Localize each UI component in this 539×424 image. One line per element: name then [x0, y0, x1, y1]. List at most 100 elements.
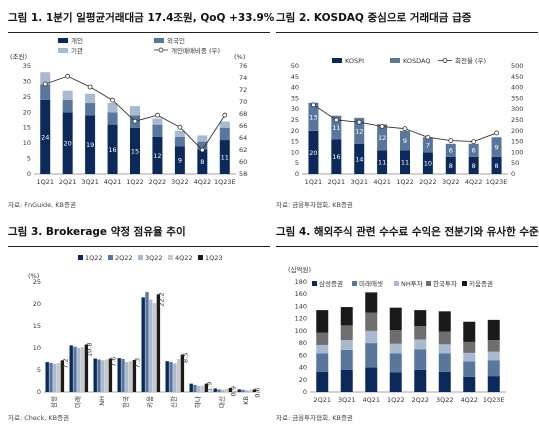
bar-segment — [377, 124, 388, 151]
y-right-tick-label: 76 — [239, 62, 247, 70]
x-tick-label: 4Q21 — [373, 178, 391, 186]
x-tick-label: 3Q21 — [81, 178, 99, 186]
bar — [197, 385, 201, 392]
bar-segment — [414, 349, 427, 370]
y-left-tick-label: 20 — [291, 127, 299, 135]
bar-segment — [354, 143, 365, 174]
bar-segment — [130, 106, 140, 116]
legend-swatch — [138, 255, 143, 260]
bar-segment — [152, 136, 163, 174]
y-axis-unit: (%) — [28, 272, 39, 280]
x-tick-label: 키움 — [145, 396, 154, 408]
x-tick-label: 신한 — [169, 396, 178, 408]
bar-data-label: 13 — [309, 113, 317, 121]
bar-segment — [463, 361, 476, 377]
bar-segment — [414, 339, 427, 350]
legend-label: 개인매매비중 (우) — [171, 46, 220, 55]
bar-data-label: 7 — [426, 141, 430, 149]
bar — [173, 363, 177, 392]
bar-value-label: 8.5 — [182, 353, 190, 363]
line-point — [494, 130, 499, 136]
chart-title: 그림 1. 1분기 일평균거래대금 17.4조원, QoQ +33.9% — [8, 12, 275, 24]
bar-segment — [340, 349, 353, 370]
y-right-tick-label: 58 — [239, 170, 247, 178]
y-right-tick-label: 450 — [511, 73, 523, 81]
bar-segment — [130, 127, 140, 174]
bar — [156, 294, 161, 392]
y-right-tick-label: 0 — [511, 170, 515, 178]
y-right-tick-label: 64 — [239, 134, 247, 142]
y-left-tick-label: 50 — [291, 62, 299, 70]
bar-segment — [438, 331, 451, 345]
bar — [97, 359, 101, 392]
chart-4-plot: (십억원) 0 20 40 60 80 100 120 140 160 180 삼성증권 미래에셋 NH투… — [288, 265, 506, 404]
x-tick-label: 2Q22 — [411, 396, 429, 404]
line-point — [333, 117, 339, 123]
bar-segment — [174, 146, 185, 174]
bar-segment — [354, 117, 365, 144]
bar-value-label: 7.3 — [134, 358, 142, 368]
y-right-tick-label: 100 — [511, 148, 523, 156]
bar-segment — [219, 127, 230, 141]
bar-data-label: 20 — [309, 149, 317, 157]
x-tick-label: 하나 — [193, 396, 202, 408]
legend-swatch — [154, 38, 164, 43]
legend-swatch — [58, 38, 68, 43]
bar-segment — [316, 353, 329, 372]
y-left-tick-label: 45 — [291, 73, 299, 81]
bar-segment — [40, 84, 51, 100]
x-tick-label: 4Q22 — [460, 396, 478, 404]
x-tick-label: 1Q23E — [486, 178, 508, 186]
bar-segment — [491, 137, 502, 157]
bar-segment — [316, 332, 329, 345]
y-tick-label: 140 — [295, 302, 307, 310]
bar — [117, 358, 121, 392]
bar-segment — [389, 343, 402, 354]
bar-data-label: 10 — [424, 160, 432, 168]
bar-segment — [365, 330, 378, 344]
bar-segment — [107, 124, 118, 174]
legend-label: KOSPI — [345, 57, 364, 65]
y-tick-label: 25 — [33, 278, 41, 286]
x-tick-label: 2Q22 — [149, 178, 167, 186]
x-tick-label: 3Q22 — [442, 178, 460, 186]
bar-segment — [422, 137, 433, 153]
bar-data-label: 6 — [472, 147, 476, 155]
bar-segment — [438, 311, 451, 332]
y-right-tick-label: 68 — [239, 110, 247, 118]
y-right-tick-label: 350 — [511, 94, 523, 102]
x-tick-label: 3Q22 — [436, 396, 454, 404]
bar — [60, 360, 65, 392]
chart-source: 자료: 금융투자협회, KB증권 — [276, 201, 353, 209]
line-point — [425, 134, 431, 140]
y-left-tick-label: 5 — [295, 159, 299, 167]
bar-segment — [463, 321, 476, 342]
bar-segment — [107, 103, 118, 113]
bar-segment — [365, 367, 378, 392]
bar-data-label: 9 — [403, 137, 407, 145]
bar — [108, 358, 113, 392]
line-point — [379, 124, 385, 129]
y-tick-label: 100 — [295, 327, 307, 335]
bar — [165, 361, 169, 392]
bar-data-label: 8 — [200, 158, 204, 166]
legend-label: 1Q23 — [205, 254, 223, 262]
bar-segment — [308, 102, 319, 131]
bar — [217, 389, 221, 392]
bar-segment — [445, 143, 456, 157]
bar — [145, 292, 149, 392]
legend-label: 3Q22 — [145, 254, 163, 262]
bar-data-label: 20 — [64, 140, 72, 148]
bar-segment — [463, 376, 476, 392]
bar-data-label: 16 — [108, 146, 116, 154]
x-tick-label: 대신 — [217, 396, 226, 408]
bar-data-label: 11 — [221, 154, 229, 162]
bar-segment — [340, 340, 353, 350]
bar-value-label: 7.6 — [110, 357, 118, 367]
y-tick-label: 15 — [33, 322, 41, 330]
bar-segment — [487, 319, 500, 341]
line-point — [199, 147, 205, 153]
legend-label: 기관 — [71, 46, 83, 55]
bar-value-label: 0.9 — [230, 386, 238, 396]
bar — [104, 359, 109, 392]
